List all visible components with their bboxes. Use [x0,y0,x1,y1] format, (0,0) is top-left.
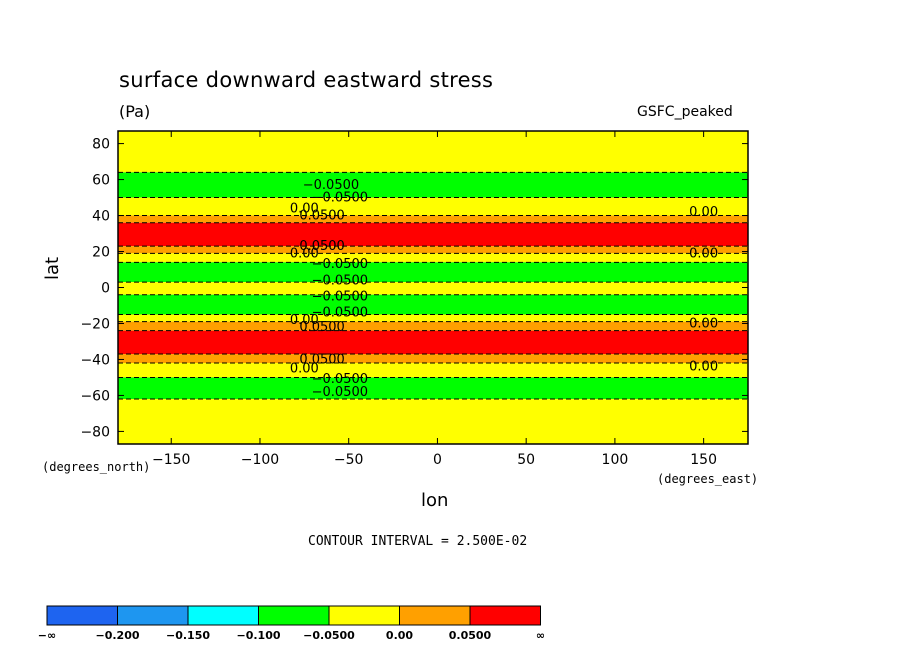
filled-bands [118,131,748,444]
band-11 [118,321,748,331]
band-15 [118,377,748,400]
band-5 [118,246,748,254]
y-tick-label-8: 80 [92,137,110,153]
y-tick-label-2: −40 [80,352,110,368]
x-axis: −150 −100 −50 0 50 100 150 [152,131,717,468]
band-2 [118,197,748,216]
band-0 [118,131,748,173]
contour-label-19: 0.00 [689,360,718,375]
band-1 [118,172,748,198]
colorbar-label-5: 0.00 [386,629,413,642]
y-tick-label-1: −60 [80,388,110,404]
contour-label-8: 0.00 [689,246,718,261]
contour-label-3: 0.0500 [299,209,345,224]
colorbar-label-6: 0.0500 [449,629,492,642]
contour-label-5: 0.0500 [299,239,345,254]
contour-label-6: 0.00 [290,246,319,261]
units-label: (Pa) [119,102,151,121]
contour-interval-note: CONTOUR INTERVAL = 2.500E-02 [308,534,528,549]
x-tick-label-0: −150 [152,452,190,468]
contour-label-16: 0.00 [290,361,319,376]
y-tick-label-4: 0 [101,281,110,297]
band-3 [118,215,748,223]
band-6 [118,253,748,263]
x-tick-label-2: −50 [334,452,364,468]
y-axis-units: (degrees_north) [42,460,151,474]
contour-label-4: 0.00 [689,205,718,220]
band-7 [118,262,748,283]
contour-label-11: −0.0500 [312,306,368,321]
colorbar-label-2: −0.150 [166,629,210,642]
colorbar-label-3: −0.100 [236,629,280,642]
colorbar-swatch-4 [328,605,400,626]
colorbar-swatch-1 [117,605,189,626]
chart-title: surface downward eastward stress [119,68,494,92]
y-tick-label-6: 40 [92,209,110,225]
x-tick-label-3: 0 [433,452,442,468]
contour-label-17: −0.0500 [312,372,368,387]
y-tick-label-7: 60 [92,173,110,189]
x-tick-label-5: 100 [602,452,629,468]
contour-lines [118,171,748,400]
x-axis-label: lon [421,490,449,511]
y-tick-label-5: 20 [92,245,110,261]
x-axis-units: (degrees_east) [657,472,759,486]
contour-label-1: −0.0500 [312,191,368,206]
band-12 [118,330,748,355]
x-tick-label-6: 150 [690,452,717,468]
model-label: GSFC_peaked [637,104,733,120]
colorbar-swatch-5 [399,605,471,626]
band-16 [118,399,748,444]
colorbar-label-0: −∞ [38,629,56,642]
x-tick-label-1: −100 [241,452,279,468]
contour-label-14: 0.00 [689,316,718,331]
x-tick-label-4: 50 [517,452,535,468]
y-tick-label-3: −20 [80,316,110,332]
y-axis: −80 −60 −40 −20 0 20 40 60 80 [80,137,748,440]
contour-label-12: 0.00 [290,313,319,328]
contour-label-15: 0.0500 [299,352,345,367]
band-14 [118,363,748,378]
band-13 [118,354,748,364]
contour-label-18: −0.0500 [312,385,368,400]
colorbar-label-1: −0.200 [95,629,139,642]
contour-label-13: 0.0500 [299,320,345,335]
y-axis-label: lat [42,256,63,280]
band-4 [118,222,748,247]
colorbar-label-4: −0.0500 [303,629,355,642]
contour-label-10: −0.0500 [312,289,368,304]
contour-label-7: −0.0500 [312,257,368,272]
colorbar: −∞ −0.200 −0.150 −0.100 −0.0500 0.00 0.0500 ∞ [38,605,545,642]
contour-label-0: −0.0500 [303,178,359,193]
band-8 [118,282,748,295]
band-9 [118,294,748,315]
colorbar-swatch-3 [258,605,330,626]
colorbar-swatch-2 [187,605,259,626]
y-tick-label-0: −80 [80,424,110,440]
contour-label-2: 0.00 [290,201,319,216]
contour-label-9: −0.0500 [312,273,368,288]
band-10 [118,314,748,322]
colorbar-swatch-0 [46,605,118,626]
colorbar-label-7: ∞ [536,629,545,642]
colorbar-swatch-6 [469,605,541,626]
